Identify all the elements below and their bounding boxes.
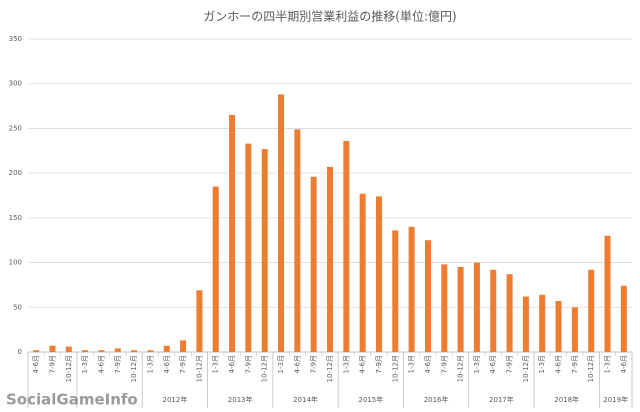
y-tick-label: 150 [9, 214, 22, 222]
bar [392, 230, 399, 352]
bar [310, 176, 317, 352]
bar [327, 166, 333, 352]
x-tick-label: 1-3月 [473, 355, 481, 373]
bar [359, 193, 366, 352]
x-tick-label: 10-12月 [522, 355, 530, 382]
bar [163, 345, 170, 352]
y-tick-label: 0 [18, 348, 22, 356]
bar [294, 129, 301, 352]
x-tick-label: 4-6月 [489, 355, 497, 373]
x-tick-label: 7-9月 [375, 355, 383, 373]
x-tick-label: 1-3月 [277, 355, 285, 373]
y-tick-label: 200 [9, 169, 22, 177]
bar [473, 262, 480, 352]
bar [604, 235, 611, 352]
y-tick-label: 100 [9, 259, 22, 267]
x-tick-label: 7-9月 [244, 355, 252, 373]
x-tick-label: 1-3月 [538, 355, 546, 373]
bar [245, 143, 252, 352]
x-tick-label: 4-6月 [163, 355, 171, 373]
x-tick-label: 7-9月 [114, 355, 122, 373]
bar [375, 196, 382, 352]
bar [588, 269, 595, 352]
group-label: 2015年 [358, 395, 383, 404]
bar [571, 307, 578, 352]
bar [131, 350, 138, 352]
x-tick-label: 10-12月 [65, 355, 73, 382]
bar [408, 226, 415, 352]
bar [98, 350, 105, 352]
x-tick-label: 7-9月 [506, 355, 514, 373]
bar [490, 269, 497, 352]
bar [147, 350, 154, 352]
bar [522, 296, 529, 352]
x-tick-label: 1-3月 [604, 355, 612, 373]
group-label: 2016年 [424, 395, 449, 404]
bar [33, 350, 40, 352]
bar [180, 340, 187, 352]
bar [261, 148, 268, 352]
group-label: 2013年 [228, 395, 253, 404]
x-tick-label: 4-6月 [293, 355, 301, 373]
x-tick-label: 1-3月 [212, 355, 220, 373]
x-tick-label: 4-6月 [32, 355, 40, 373]
x-tick-label: 4-6月 [228, 355, 236, 373]
x-tick-label: 7-9月 [571, 355, 579, 373]
y-tick-label: 350 [9, 35, 22, 43]
bar [539, 294, 546, 352]
bar [229, 115, 236, 352]
bar [457, 267, 464, 352]
bar [212, 186, 219, 352]
x-tick-label: 1-3月 [408, 355, 416, 373]
bar [114, 348, 121, 352]
bar [49, 345, 56, 352]
x-tick-label: 4-6月 [555, 355, 563, 373]
bar [555, 301, 562, 352]
x-tick-label: 1-3月 [81, 355, 89, 373]
bar [278, 94, 285, 353]
x-tick-label: 4-6月 [424, 355, 432, 373]
watermark: SocialGameInfo [6, 391, 138, 409]
x-tick-label: 7-9月 [310, 355, 318, 373]
x-tick-label: 4-6月 [620, 355, 628, 373]
bar [506, 274, 513, 352]
x-tick-label: 4-6月 [97, 355, 105, 373]
chart-title: ガンホーの四半期別営業利益の推移(単位:億円) [203, 9, 456, 24]
bar [65, 346, 72, 352]
y-tick-label: 50 [13, 303, 22, 311]
x-tick-label: 10-12月 [391, 355, 399, 382]
bar [441, 264, 448, 352]
x-tick-label: 4-6月 [359, 355, 367, 373]
x-tick-label: 10-12月 [130, 355, 138, 382]
x-tick-label: 10-12月 [457, 355, 465, 382]
x-tick-label: 10-12月 [261, 355, 269, 382]
x-tick-label: 10-12月 [195, 355, 203, 382]
group-label: 2012年 [163, 395, 188, 404]
x-tick-label: 7-9月 [440, 355, 448, 373]
bar [424, 240, 431, 352]
bar [620, 285, 627, 352]
group-label: 2018年 [554, 395, 579, 404]
x-tick-label: 1-3月 [342, 355, 350, 373]
group-label: 2019年 [603, 395, 628, 404]
group-label: 2017年 [489, 395, 514, 404]
y-tick-label: 300 [9, 80, 22, 88]
bar [196, 290, 203, 352]
x-tick-label: 1-3月 [146, 355, 154, 373]
y-tick-label: 250 [9, 124, 22, 132]
x-tick-label: 7-9月 [48, 355, 56, 373]
x-tick-label: 7-9月 [179, 355, 187, 373]
group-label: 2014年 [293, 395, 318, 404]
bar [343, 140, 350, 352]
x-tick-label: 10-12月 [326, 355, 334, 382]
bar [82, 350, 89, 352]
x-tick-label: 10-12月 [587, 355, 595, 382]
